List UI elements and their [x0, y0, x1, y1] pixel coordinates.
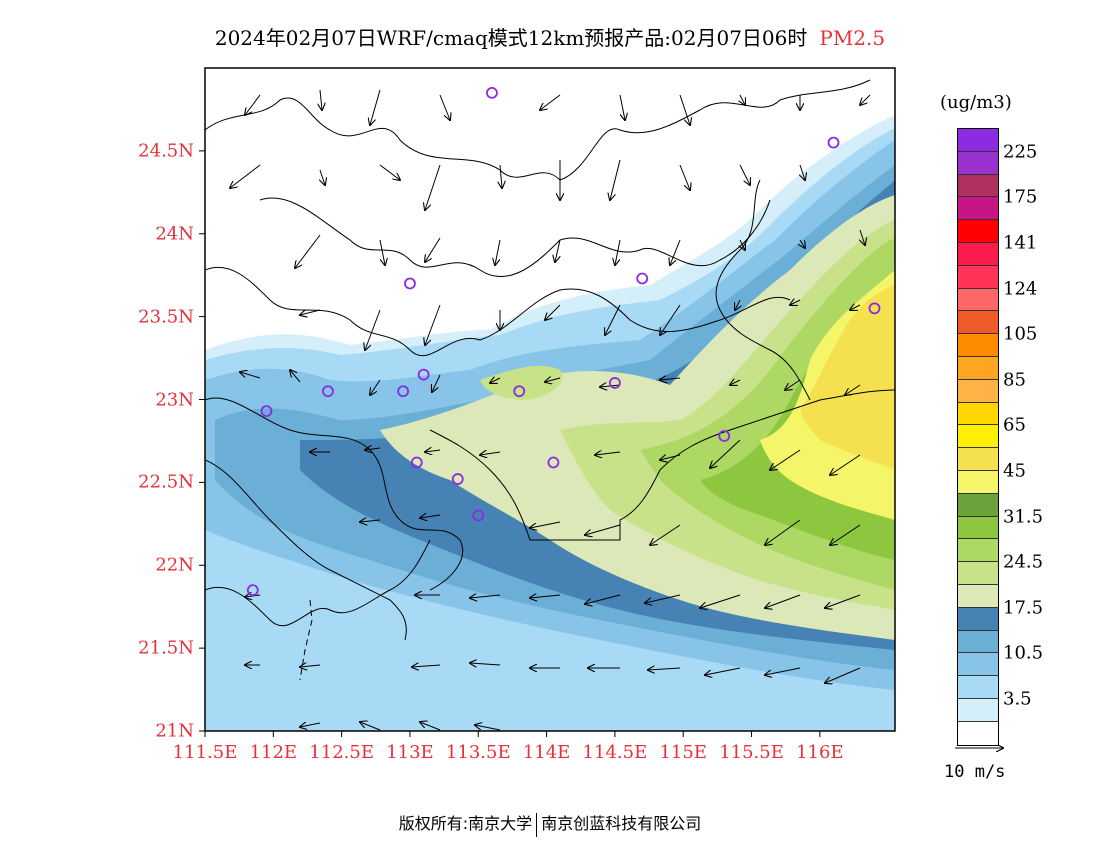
station-marker — [260, 405, 273, 418]
station-marker — [636, 272, 649, 285]
lat-label: 22N — [155, 554, 194, 576]
colorbar-cell — [958, 584, 998, 608]
footer-left: 版权所有:南京大学 — [398, 814, 533, 833]
colorbar-cell — [958, 539, 998, 563]
lon-label: 116E — [796, 742, 844, 763]
colorbar-cell — [958, 334, 998, 357]
colorbar-cell — [958, 721, 998, 745]
lon-label: 112.5E — [309, 742, 374, 763]
colorbar-cell — [958, 402, 998, 426]
map-title: 2024年02月07日WRF/cmaq模式12km预报产品:02月07日06时 P… — [0, 22, 1100, 51]
lat-label: 23.5N — [138, 306, 194, 328]
station-marker — [397, 385, 410, 398]
colorbar-cell — [958, 151, 998, 175]
colorbar-cell — [958, 288, 998, 312]
colorbar-cell — [958, 516, 998, 540]
colorbar-label: 225 — [1003, 141, 1038, 163]
lat-label: 23N — [155, 389, 194, 410]
lon-label: 115E — [659, 742, 707, 763]
pm25-field — [205, 68, 895, 731]
station-marker — [718, 430, 731, 442]
lat-label: 22.5N — [138, 471, 194, 493]
colorbar-cell — [958, 562, 998, 585]
station-marker — [417, 368, 430, 381]
axis-ticks — [199, 150, 821, 737]
colorbar-cell — [958, 653, 998, 677]
colorbar-label: 65 — [1003, 414, 1026, 436]
lon-label: 112E — [249, 742, 298, 763]
colorbar-cell — [958, 174, 998, 198]
colorbar-label: 10.5 — [1003, 642, 1044, 664]
lat-label: 24N — [155, 223, 194, 245]
lon-label: 115.5E — [719, 742, 784, 763]
station-marker — [246, 584, 259, 597]
station-marker — [404, 277, 416, 290]
colorbar-cell — [958, 265, 998, 289]
station-marker — [609, 377, 621, 389]
lon-label: 114E — [522, 742, 571, 763]
wind-vectors — [230, 89, 871, 731]
colorbar — [957, 128, 999, 746]
colorbar-label: 85 — [1003, 369, 1026, 391]
lon-label: 111.5E — [172, 742, 238, 763]
colorbar-cell — [958, 220, 998, 243]
wind-key-label: 10 m/s — [944, 762, 1006, 782]
colorbar-cell — [958, 448, 998, 471]
colorbar-cell — [958, 676, 998, 699]
colorbar-cell — [958, 379, 998, 403]
station-marker — [827, 136, 840, 149]
colorbar-label: 141 — [1003, 232, 1038, 254]
footer-separator — [536, 812, 538, 837]
colorbar-label: 105 — [1003, 323, 1038, 345]
copyright-footer: 版权所有:南京大学 南京创蓝科技有限公司 — [0, 810, 1100, 837]
footer-right: 南京创蓝科技有限公司 — [541, 814, 702, 833]
colorbar-cell — [958, 311, 998, 335]
colorbar-label: 31.5 — [1003, 506, 1044, 528]
lat-label: 21N — [155, 720, 194, 742]
station-marker — [486, 86, 498, 99]
station-marker — [472, 509, 485, 522]
colorbar-cell — [958, 630, 998, 654]
lon-label: 114.5E — [582, 742, 648, 763]
station-marker — [868, 302, 881, 315]
lat-label: 24.5N — [138, 140, 194, 162]
colorbar-label: 17.5 — [1003, 597, 1044, 619]
pollutant-label: PM2.5 — [819, 26, 886, 50]
colorbar-label: 175 — [1003, 186, 1038, 208]
lon-label: 113E — [386, 742, 434, 763]
lon-label: 113.5E — [445, 742, 511, 763]
colorbar-cell — [958, 607, 998, 631]
station-marker — [451, 473, 464, 485]
title-text: 2024年02月07日WRF/cmaq模式12km预报产品:02月07日06时 — [214, 26, 808, 50]
colorbar-cell — [958, 356, 998, 380]
colorbar-cell — [958, 470, 998, 494]
lat-label: 21.5N — [138, 637, 194, 659]
colorbar-cell — [958, 129, 998, 152]
station-marker — [410, 456, 423, 469]
colorbar-label: 24.5 — [1003, 551, 1044, 573]
colorbar-cell — [958, 698, 998, 722]
station-marker — [322, 385, 334, 398]
colorbar-cell — [958, 493, 998, 517]
colorbar-label: 124 — [1003, 278, 1038, 300]
station-marker — [513, 385, 526, 398]
colorbar-label: 3.5 — [1003, 688, 1032, 710]
colorbar-label: 45 — [1003, 460, 1026, 482]
colorbar-cell — [958, 425, 998, 449]
colorbar-cell — [958, 197, 998, 221]
colorbar-cell — [958, 242, 998, 266]
colorbar-unit: (ug/m3) — [940, 92, 1012, 113]
station-marker — [547, 456, 560, 469]
monitoring-stations — [246, 86, 881, 597]
